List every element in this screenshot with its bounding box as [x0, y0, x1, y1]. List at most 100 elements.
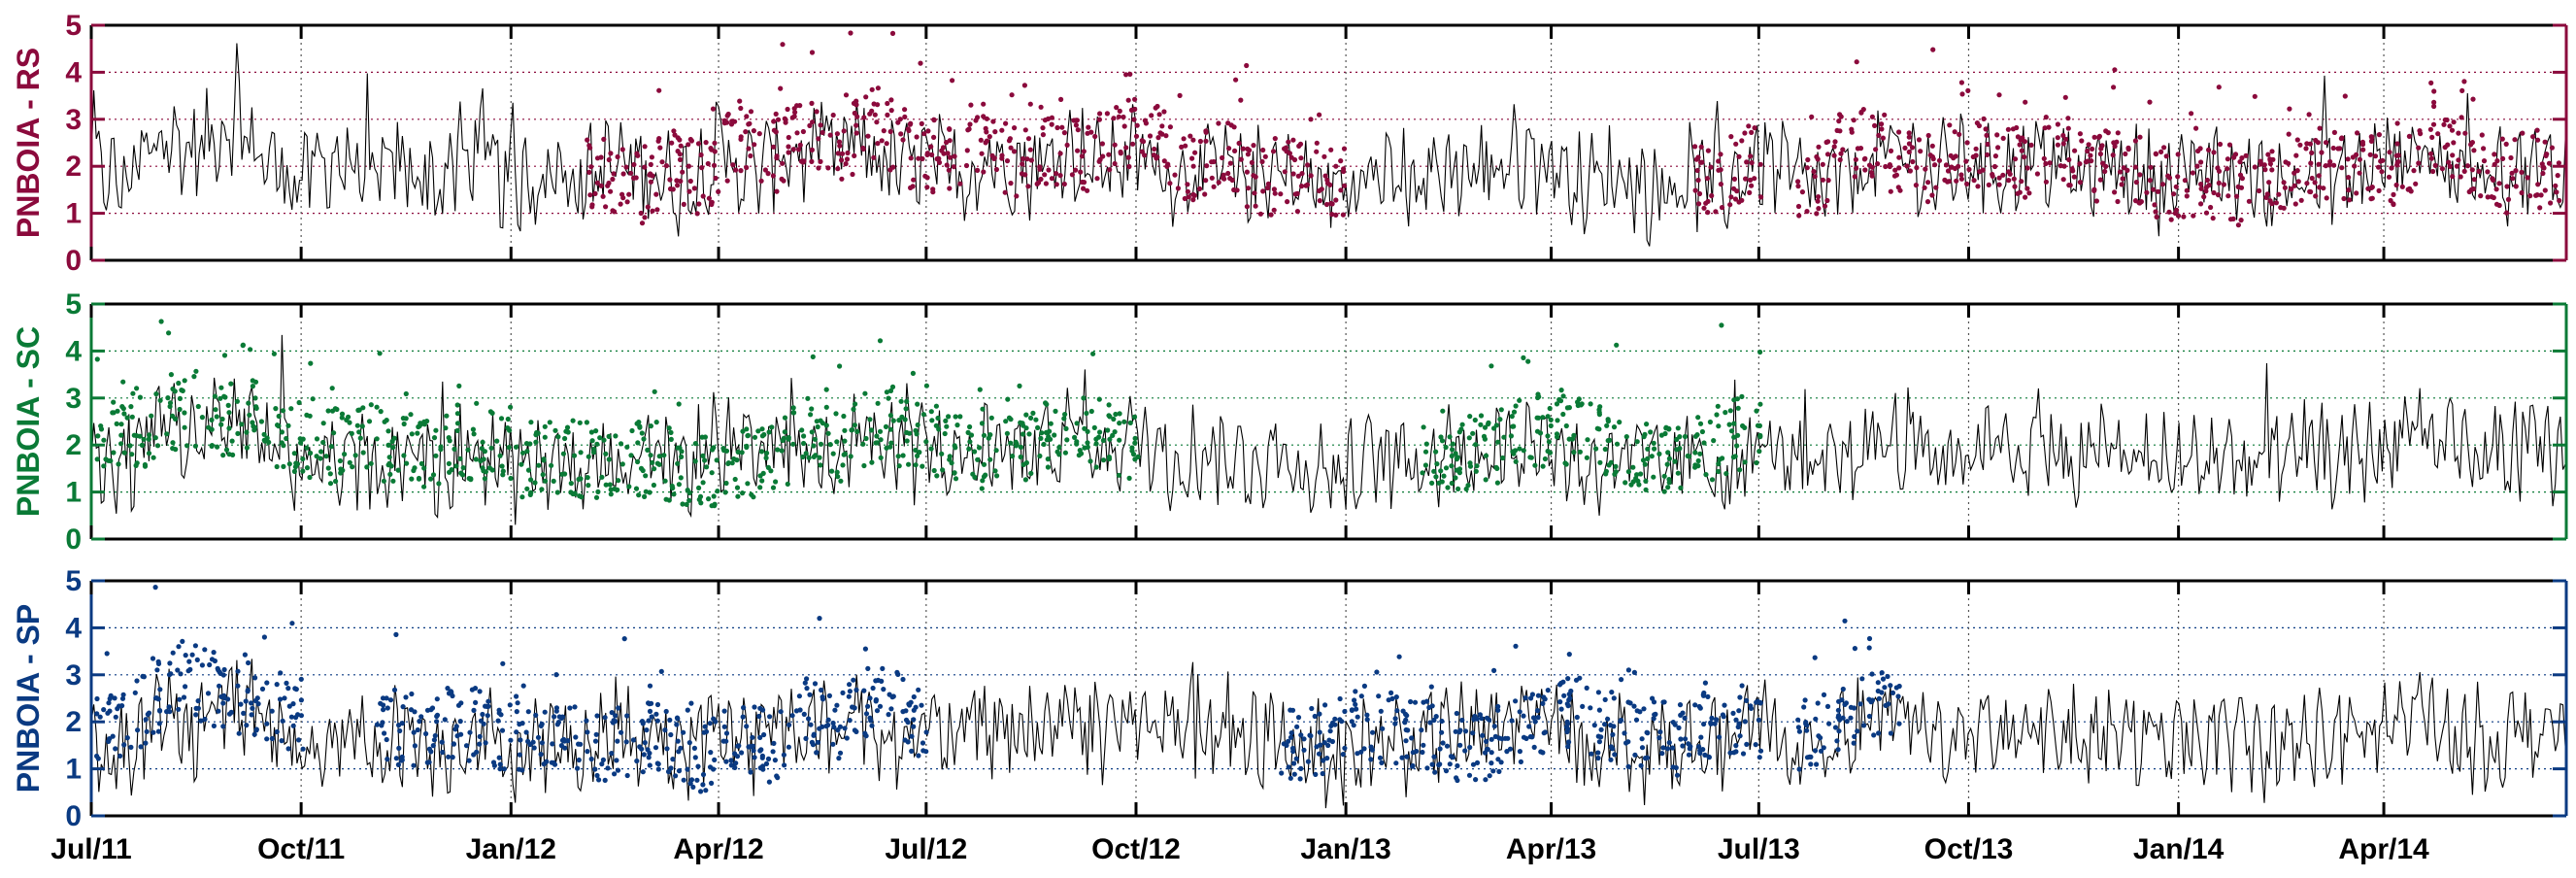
data-point	[1486, 422, 1491, 427]
data-point	[1716, 468, 1722, 475]
data-point	[1924, 199, 1931, 205]
data-point	[1021, 83, 1027, 88]
data-point	[653, 420, 659, 425]
data-point	[1736, 708, 1742, 714]
data-point	[884, 389, 890, 395]
data-point	[1836, 118, 1842, 124]
data-point	[817, 455, 822, 460]
data-point	[1925, 132, 1931, 139]
data-point	[1009, 92, 1015, 98]
data-point	[2394, 162, 2400, 168]
data-point	[1073, 167, 1079, 173]
data-point	[639, 746, 645, 752]
data-point	[875, 400, 881, 406]
data-point	[839, 176, 845, 182]
data-point	[240, 342, 246, 348]
data-point	[616, 478, 621, 484]
data-point	[1560, 411, 1566, 418]
data-point	[2413, 181, 2419, 186]
data-point	[1665, 485, 1671, 490]
data-point	[1991, 163, 1998, 170]
data-point	[706, 195, 713, 201]
data-point	[105, 710, 111, 716]
data-point	[928, 409, 934, 415]
data-point	[1802, 697, 1808, 703]
data-point	[598, 183, 604, 188]
data-point	[1125, 154, 1131, 160]
data-point	[1321, 758, 1326, 763]
data-point	[538, 752, 544, 758]
data-point	[2216, 180, 2222, 186]
data-point	[692, 441, 699, 447]
data-point	[733, 760, 739, 766]
data-point	[852, 152, 857, 158]
data-point	[1342, 183, 1348, 188]
data-point	[2124, 167, 2130, 173]
data-point	[748, 744, 753, 750]
data-point	[697, 493, 704, 499]
data-point	[1728, 134, 1734, 140]
data-point	[1816, 206, 1822, 212]
data-point	[1565, 703, 1571, 709]
data-point	[919, 702, 924, 708]
data-point	[889, 384, 896, 389]
data-point	[261, 437, 267, 443]
data-point	[1705, 210, 1711, 216]
data-point	[1804, 209, 1810, 215]
data-point	[1965, 87, 1971, 93]
data-point	[1203, 138, 1209, 144]
data-point	[940, 145, 947, 151]
data-point	[1297, 776, 1303, 782]
data-point	[1918, 149, 1924, 154]
data-point	[646, 755, 652, 760]
data-point	[950, 78, 955, 84]
data-point	[2447, 123, 2453, 129]
data-point	[2206, 183, 2212, 188]
data-point	[1703, 200, 1709, 206]
data-point	[471, 707, 477, 714]
data-point	[560, 451, 567, 456]
data-point	[1233, 77, 1239, 83]
data-point	[1631, 669, 1637, 676]
data-point	[1705, 148, 1711, 153]
data-point	[2043, 115, 2049, 120]
data-point	[881, 128, 887, 134]
data-point	[1328, 147, 1334, 152]
data-point	[2428, 80, 2434, 85]
data-point	[2534, 192, 2540, 198]
data-point	[921, 131, 927, 137]
data-point	[1557, 699, 1563, 705]
data-point	[835, 474, 841, 480]
data-point	[1454, 710, 1459, 717]
data-point	[599, 474, 605, 480]
data-point	[610, 176, 616, 183]
data-point	[2072, 148, 2078, 153]
data-point	[871, 154, 877, 160]
data-point	[485, 703, 491, 709]
data-point	[766, 779, 773, 785]
data-point	[1731, 434, 1737, 440]
data-point	[2499, 136, 2505, 142]
data-point	[158, 319, 164, 324]
data-point	[1862, 167, 1868, 173]
data-point	[1727, 408, 1733, 414]
data-point	[2110, 152, 2116, 158]
data-point	[284, 435, 289, 442]
data-point	[497, 761, 503, 767]
data-point	[1368, 744, 1374, 750]
data-point	[1216, 120, 1221, 126]
data-point	[467, 729, 473, 735]
data-point	[1251, 173, 1256, 179]
data-point	[1282, 169, 1288, 175]
data-point	[310, 396, 316, 402]
data-point	[911, 177, 917, 183]
data-point	[2198, 186, 2204, 191]
data-point	[2161, 145, 2167, 151]
data-point	[968, 102, 974, 108]
data-point	[332, 406, 338, 412]
data-point	[797, 142, 803, 148]
data-point	[637, 423, 643, 429]
data-point	[225, 402, 231, 408]
data-point	[1910, 158, 1916, 165]
data-point	[852, 422, 858, 428]
